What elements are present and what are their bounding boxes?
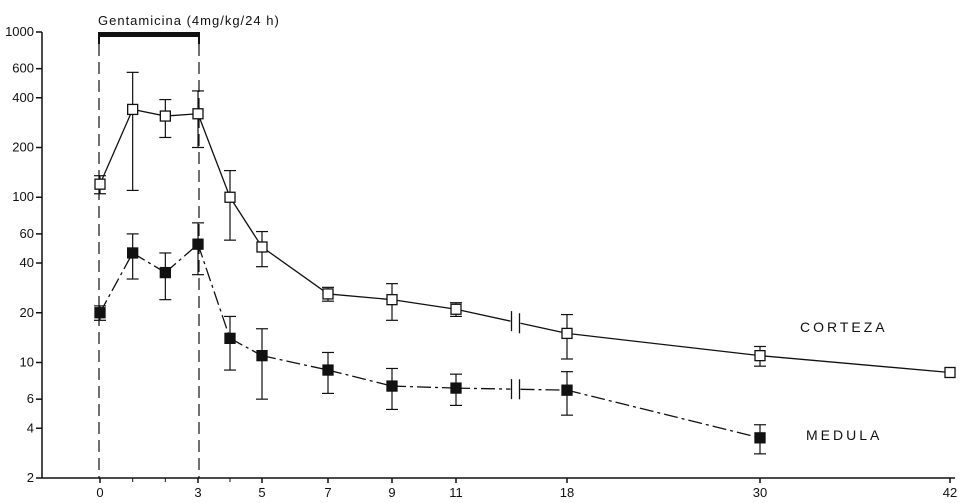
x-tick-label: 11	[449, 485, 463, 500]
x-tick-label: 5	[258, 485, 265, 500]
x-tick-label: 18	[560, 485, 574, 500]
y-tick-label: 6	[27, 391, 34, 406]
series-medula	[94, 222, 766, 455]
treatment-label: Gentamicina (4mg/kg/24 h)	[98, 13, 280, 28]
data-point	[944, 366, 956, 379]
y-tick-label: 600	[12, 61, 34, 76]
series-line-segment	[261, 355, 329, 371]
data-point	[450, 382, 462, 394]
series-line-segment	[261, 246, 329, 295]
data-point	[256, 241, 268, 253]
data-point	[127, 103, 139, 116]
y-tick-label: 40	[20, 255, 34, 270]
data-point	[754, 350, 766, 362]
series-line-segment	[455, 387, 511, 390]
series-label-medula: MEDULA	[806, 427, 882, 443]
y-tick-label: 1000	[5, 24, 34, 39]
series-line-segment	[327, 293, 393, 301]
data-point	[386, 380, 398, 392]
data-point	[561, 327, 573, 340]
y-tick-label: 20	[20, 305, 34, 320]
series-line-segment	[455, 308, 511, 322]
axes: 2 4 6 10 20 40 60 100 200 400 600 1000 0 3 5 7 9 11 18 30 42	[5, 24, 957, 500]
data-point	[224, 191, 236, 203]
data-point	[94, 307, 106, 319]
data-point	[192, 108, 204, 120]
series-line-segment	[759, 355, 951, 374]
data-point	[322, 288, 334, 300]
series-line-segment	[520, 388, 568, 391]
x-tick-label: 0	[96, 485, 103, 500]
data-point	[561, 384, 573, 396]
series-line-segment	[391, 299, 457, 310]
data-point	[94, 178, 106, 190]
data-point	[256, 350, 268, 362]
x-tick-label: 42	[943, 485, 957, 500]
data-point	[159, 110, 171, 122]
series-line-segment	[566, 332, 761, 357]
series-line-segment	[99, 109, 134, 185]
series-label-corteza: CORTEZA	[800, 319, 888, 335]
series-line-segment	[391, 385, 457, 389]
data-point	[127, 247, 139, 259]
series-line-segment	[327, 369, 393, 387]
y-tick-label: 200	[12, 140, 34, 155]
series-line-segment	[229, 196, 263, 248]
series-line-segment	[520, 322, 568, 335]
series-layer	[94, 71, 956, 455]
x-tick-label: 9	[388, 485, 395, 500]
series-line-segment	[99, 252, 134, 314]
y-tick-label: 400	[12, 90, 34, 105]
y-tick-label: 10	[20, 354, 34, 369]
data-point	[322, 364, 334, 376]
series-line-segment	[566, 389, 761, 439]
data-point	[450, 303, 462, 315]
series-line-segment	[197, 243, 231, 339]
data-point	[224, 332, 236, 344]
series-corteza	[94, 71, 956, 379]
y-tick-label: 2	[27, 470, 34, 485]
x-tick-label: 7	[324, 485, 331, 500]
y-tick-label: 60	[20, 226, 34, 241]
data-point	[386, 294, 398, 306]
y-tick-label: 100	[12, 189, 34, 204]
x-tick-label: 30	[753, 485, 767, 500]
y-tick-label: 4	[27, 420, 34, 435]
data-point	[159, 266, 171, 279]
series-line-segment	[197, 113, 231, 198]
treatment-bar	[98, 32, 200, 37]
data-point	[754, 432, 766, 444]
x-tick-label: 3	[194, 485, 201, 500]
data-point	[192, 238, 204, 250]
